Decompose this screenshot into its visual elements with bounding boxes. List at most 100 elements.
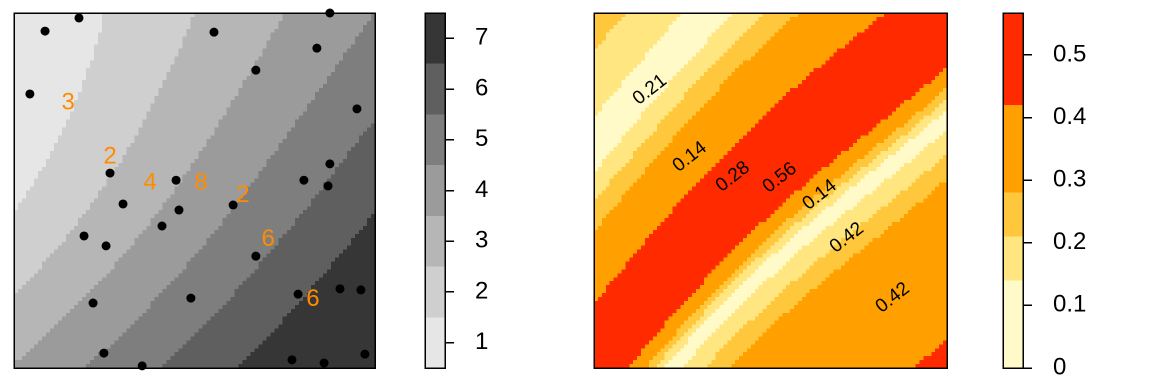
field-cell <box>158 127 164 132</box>
field-cell <box>54 273 59 278</box>
field-cell <box>34 13 39 18</box>
field-cell <box>150 48 155 54</box>
field-cell <box>210 222 216 227</box>
field-cell <box>218 166 224 172</box>
field-cell <box>30 226 35 231</box>
field-cell <box>174 151 180 156</box>
field-cell <box>170 147 176 152</box>
field-cell <box>30 143 35 148</box>
field-cell <box>18 174 23 180</box>
field-cell <box>106 356 111 361</box>
field-cell <box>118 123 123 128</box>
field-cell <box>122 91 127 97</box>
field-cell <box>102 285 107 290</box>
field-cell <box>206 277 212 282</box>
field-cell <box>54 277 59 282</box>
field-cell <box>202 210 208 215</box>
field-cell <box>22 182 27 188</box>
field-cell <box>126 332 131 338</box>
field-cell <box>118 84 123 89</box>
field-cell <box>190 107 196 113</box>
field-cell <box>190 300 196 306</box>
field-cell <box>174 162 180 168</box>
field-cell <box>214 269 220 274</box>
field-cell <box>38 233 43 239</box>
field-cell <box>90 352 95 357</box>
field-cell <box>230 289 236 294</box>
field-cell <box>30 60 35 65</box>
field-cell <box>158 48 164 54</box>
field-cell <box>178 56 184 61</box>
field-cell <box>154 76 159 81</box>
field-cell <box>206 60 212 65</box>
field-cell <box>90 320 95 326</box>
field-cell <box>138 40 143 46</box>
field-cell <box>226 115 232 121</box>
field-cell <box>54 210 59 215</box>
field-cell <box>90 206 95 211</box>
field-cell <box>150 261 155 267</box>
field-cell <box>98 99 103 105</box>
field-cell <box>122 44 127 50</box>
field-cell <box>22 289 27 294</box>
field-cell <box>14 123 19 128</box>
field-cell <box>98 44 103 50</box>
field-cell <box>166 131 172 136</box>
field-cell <box>222 151 228 156</box>
field-cell <box>50 261 55 267</box>
field-cell <box>206 24 212 30</box>
field-cell <box>190 324 196 330</box>
field-cell <box>178 214 184 219</box>
field-cell <box>186 214 192 219</box>
field-cell <box>74 91 79 97</box>
field-cell <box>102 344 107 349</box>
field-cell <box>122 269 127 274</box>
field-cell <box>138 119 143 125</box>
field-cell <box>166 312 172 318</box>
field-cell <box>178 324 184 330</box>
field-cell <box>122 304 127 310</box>
field-cell <box>14 360 19 365</box>
field-cell <box>214 218 220 223</box>
field-cell <box>54 139 59 144</box>
field-cell <box>194 139 200 144</box>
field-cell <box>190 103 196 109</box>
field-cell <box>202 356 208 361</box>
field-cell <box>82 261 87 267</box>
field-cell <box>34 194 39 199</box>
field-cell <box>90 166 95 172</box>
field-cell <box>30 115 35 121</box>
field-cell <box>58 320 63 326</box>
field-cell <box>226 174 232 180</box>
field-cell <box>134 135 139 140</box>
field-cell <box>198 352 204 357</box>
field-cell <box>14 328 19 334</box>
field-cell <box>234 52 240 57</box>
field-cell <box>186 206 192 211</box>
field-cell <box>174 87 180 93</box>
field-cell <box>22 222 27 227</box>
field-cell <box>70 178 75 184</box>
field-cell <box>38 139 43 144</box>
field-cell <box>54 194 59 199</box>
field-cell <box>218 24 224 30</box>
field-cell <box>206 115 212 121</box>
field-cell <box>166 56 172 61</box>
field-cell <box>142 158 147 164</box>
field-cell <box>78 257 83 263</box>
field-cell <box>166 103 172 109</box>
field-cell <box>158 320 164 326</box>
field-cell <box>142 202 147 207</box>
field-cell <box>58 300 63 306</box>
field-cell <box>178 229 184 235</box>
field-cell <box>130 107 135 113</box>
field-cell <box>50 64 55 69</box>
field-cell <box>174 44 180 50</box>
field-cell <box>26 229 31 235</box>
field-cell <box>186 119 192 125</box>
field-cell <box>162 312 168 318</box>
field-cell <box>118 60 123 65</box>
field-cell <box>114 253 119 259</box>
field-cell <box>186 289 192 294</box>
